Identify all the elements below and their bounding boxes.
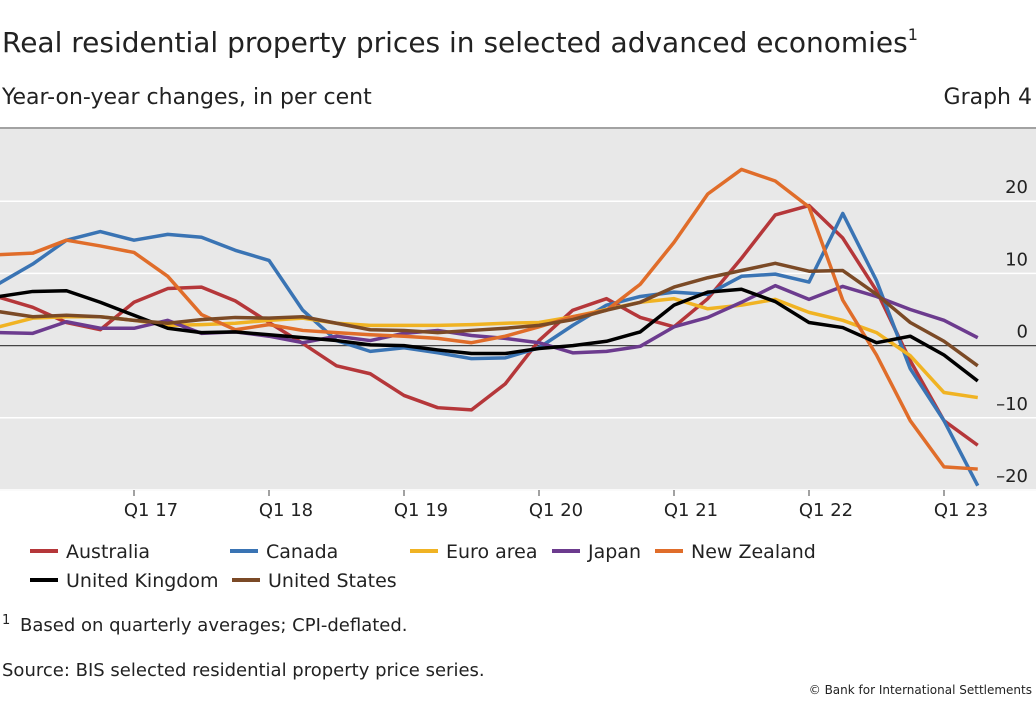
y-tick-label: 0 [1017,322,1028,343]
source: Source: BIS selected residential propert… [2,660,485,681]
x-tick-label: Q1 18 [259,500,313,521]
chart-title: Real residential property prices in sele… [2,25,918,59]
footnote-marker: 1 [2,613,10,628]
copyright: © Bank for International Settlements [809,683,1032,697]
legend-label: United Kingdom [66,570,219,592]
footnote: 1 Based on quarterly averages; CPI-deflat… [2,613,408,636]
series-line [0,261,979,368]
graph-label: Graph 4 [944,85,1032,110]
legend-label: Canada [266,541,338,563]
y-tick-label: –20 [996,466,1028,487]
legend-label: New Zealand [691,541,816,563]
footnote-text: Based on quarterly averages; CPI-deflate… [20,615,408,636]
series-line [0,287,979,383]
legend-label: Australia [66,541,150,563]
y-tick-label: –10 [996,394,1028,415]
legend-label: United States [268,570,397,592]
title-text: Real residential property prices in sele… [2,26,908,59]
plot-background [0,129,1036,491]
y-tick-label: 20 [1005,177,1028,198]
x-tick-label: Q1 22 [799,500,853,521]
plot: –20 –10 0 10 20 Q1 17 Q1 18 Q1 19 Q1 20 Q1 21 Q1 2… [0,167,1036,521]
subtitle: Year-on-year changes, in per cent [1,85,372,110]
x-tick-label: Q1 17 [124,500,178,521]
x-tick-label: Q1 20 [529,500,583,521]
series-line [0,203,979,447]
x-tick-label: Q1 23 [934,500,988,521]
title-note: 1 [908,25,918,44]
legend-label: Japan [587,541,641,563]
y-tick-label: 10 [1005,249,1028,270]
x-tick-label: Q1 21 [664,500,718,521]
legend-label: Euro area [446,541,537,563]
series-line [0,167,978,471]
x-tick-label: Q1 19 [394,500,448,521]
